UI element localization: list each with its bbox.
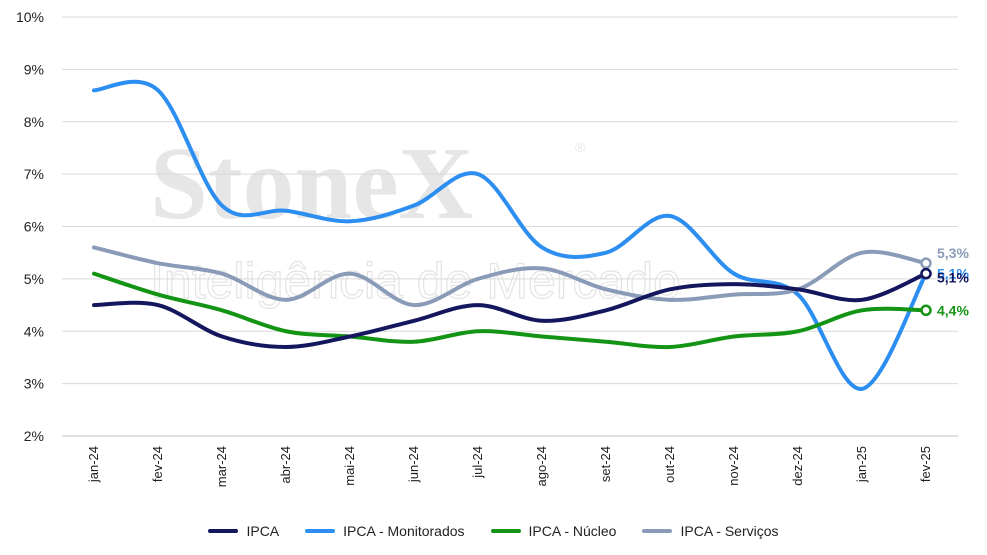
grid-lines bbox=[62, 16, 958, 437]
chart-legend: IPCA IPCA - Monitorados IPCA - Núcleo IPCA … bbox=[0, 520, 987, 542]
x-tick-label: fev-24 bbox=[150, 446, 165, 482]
legend-label: IPCA - Núcleo bbox=[528, 523, 617, 539]
end-labels: 5,1% 5,3% 4,4% 5,1% bbox=[937, 245, 969, 318]
legend-item-ipca-monitorados: IPCA - Monitorados bbox=[305, 523, 465, 539]
end-label-ipca-servi-os: 5,3% bbox=[937, 245, 969, 261]
y-tick-label: 7% bbox=[24, 166, 44, 182]
watermark-brand: StoneX bbox=[150, 126, 474, 241]
legend-swatch bbox=[642, 529, 673, 533]
watermark-registered: ® bbox=[575, 139, 586, 155]
legend-label: IPCA - Monitorados bbox=[343, 523, 465, 539]
x-tick-label: nov-24 bbox=[726, 446, 741, 486]
y-tick-label: 9% bbox=[24, 61, 44, 77]
y-tick-label: 10% bbox=[16, 9, 44, 25]
y-tick-label: 3% bbox=[24, 376, 44, 392]
series-line-ipca-n-cleo bbox=[92, 271, 928, 350]
end-marker-ipca-n-cleo bbox=[920, 304, 932, 317]
stonex-watermark: StoneX ® Inteligência de Mercado bbox=[149, 126, 681, 310]
x-tick-label: ago-24 bbox=[534, 446, 549, 486]
series-line-ipca bbox=[92, 271, 928, 349]
end-markers bbox=[920, 257, 932, 317]
series-lines bbox=[92, 79, 928, 391]
x-tick-label: jun-24 bbox=[406, 446, 421, 483]
series-line-ipca-monitorados bbox=[92, 79, 928, 391]
x-tick-label: jan-25 bbox=[854, 446, 869, 483]
end-label-ipca: 5,1% bbox=[937, 270, 969, 286]
series-line-ipca-servi-os bbox=[92, 245, 928, 308]
end-label-ipca-monitorados: 5,1% bbox=[937, 266, 969, 282]
line-chart: StoneX ® Inteligência de Mercado 2% 3% 4% 5… bbox=[16, 9, 969, 487]
y-tick-label: 8% bbox=[24, 114, 44, 130]
x-tick-label: abr-24 bbox=[278, 446, 293, 484]
y-tick-label: 4% bbox=[24, 323, 44, 339]
end-marker-ipca-servi-os bbox=[920, 257, 932, 269]
legend-label: IPCA - Serviços bbox=[680, 523, 779, 539]
legend-swatch bbox=[490, 529, 521, 533]
x-tick-label: fev-25 bbox=[918, 446, 933, 482]
y-axis: 2% 3% 4% 5% 6% 7% 8% 9% 10% bbox=[16, 9, 44, 444]
end-marker-ipca bbox=[920, 267, 932, 280]
legend-item-ipca-servi-os: IPCA - Serviços bbox=[642, 523, 779, 539]
legend-item-ipca-n-cleo: IPCA - Núcleo bbox=[490, 523, 617, 539]
legend-item-ipca: IPCA bbox=[208, 523, 279, 539]
x-tick-label: out-24 bbox=[662, 446, 677, 483]
end-label-ipca-n-cleo: 4,4% bbox=[937, 302, 969, 318]
y-tick-label: 5% bbox=[24, 271, 44, 287]
x-tick-label: mar-24 bbox=[214, 446, 229, 487]
x-tick-label: dez-24 bbox=[790, 446, 805, 486]
x-tick-label: set-24 bbox=[598, 446, 613, 482]
x-tick-label: jan-24 bbox=[86, 446, 101, 483]
legend-swatch bbox=[208, 529, 239, 533]
legend-swatch bbox=[305, 529, 336, 533]
x-axis: jan-24 fev-24 mar-24 abr-24 mai-24 jun-24 jul-… bbox=[86, 446, 933, 487]
y-tick-label: 2% bbox=[24, 428, 44, 444]
y-tick-label: 6% bbox=[24, 219, 44, 235]
x-tick-label: mai-24 bbox=[342, 446, 357, 486]
legend-label: IPCA bbox=[246, 523, 280, 539]
watermark-tagline: Inteligência de Mercado bbox=[150, 253, 681, 309]
x-tick-label: jul-24 bbox=[470, 446, 485, 479]
